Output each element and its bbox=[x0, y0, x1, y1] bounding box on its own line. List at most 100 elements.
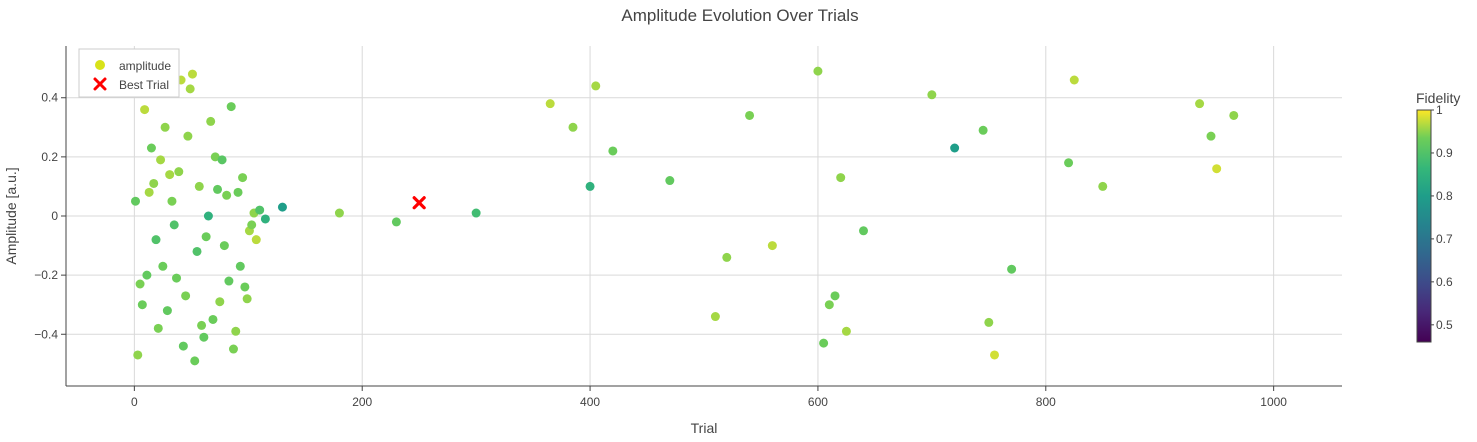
data-point bbox=[233, 187, 243, 197]
data-point bbox=[391, 217, 401, 227]
x-tick-label: 0 bbox=[131, 395, 138, 409]
data-point bbox=[984, 317, 994, 327]
data-point bbox=[1206, 131, 1216, 141]
data-point bbox=[830, 291, 840, 301]
data-point bbox=[172, 273, 182, 283]
y-tick-label: 0 bbox=[51, 209, 58, 223]
data-point bbox=[199, 332, 209, 342]
data-point bbox=[140, 105, 150, 115]
data-point bbox=[1195, 99, 1205, 109]
legend-marker-amplitude bbox=[95, 60, 105, 70]
data-point bbox=[722, 252, 732, 262]
colorbar-tick-label: 0.9 bbox=[1436, 146, 1453, 160]
data-point bbox=[185, 84, 195, 94]
data-point bbox=[251, 235, 261, 245]
x-tick-label: 200 bbox=[352, 395, 372, 409]
data-point bbox=[710, 312, 720, 322]
data-point bbox=[178, 341, 188, 351]
data-point bbox=[192, 246, 202, 256]
data-point bbox=[210, 152, 220, 162]
y-tick-label: 0.2 bbox=[41, 150, 58, 164]
data-point bbox=[819, 338, 829, 348]
y-tick-label: −0.2 bbox=[34, 268, 58, 282]
data-point bbox=[1069, 75, 1079, 85]
data-point bbox=[213, 184, 223, 194]
data-point bbox=[990, 350, 1000, 360]
data-point bbox=[591, 81, 601, 91]
axes: 0 200 400 600 800 1000 −0.4 −0.2 0 0.2 0.4 bbox=[34, 46, 1342, 409]
data-point bbox=[242, 294, 252, 304]
data-point bbox=[194, 181, 204, 191]
data-point bbox=[133, 350, 143, 360]
data-point bbox=[142, 270, 152, 280]
colorbar-tick-label: 0.7 bbox=[1436, 232, 1453, 246]
data-point bbox=[187, 69, 197, 79]
data-point bbox=[1064, 158, 1074, 168]
data-point bbox=[247, 220, 257, 230]
data-point bbox=[813, 66, 823, 76]
chart-title: Amplitude Evolution Over Trials bbox=[621, 6, 858, 25]
legend-label-amplitude: amplitude bbox=[119, 59, 171, 73]
data-point bbox=[767, 241, 777, 251]
data-point bbox=[174, 167, 184, 177]
data-point bbox=[585, 181, 595, 191]
y-tick-label: 0.4 bbox=[41, 91, 58, 105]
x-tick-label: 600 bbox=[808, 395, 828, 409]
data-point bbox=[169, 220, 179, 230]
colorbar-tick-label: 0.6 bbox=[1436, 275, 1453, 289]
y-axis-title: Amplitude [a.u.] bbox=[3, 167, 19, 264]
data-point bbox=[950, 143, 960, 153]
data-point bbox=[215, 297, 225, 307]
grid bbox=[66, 46, 1342, 386]
data-point bbox=[334, 208, 344, 218]
data-point bbox=[927, 90, 937, 100]
data-point bbox=[149, 178, 159, 188]
legend: amplitude Best Trial bbox=[78, 48, 180, 98]
data-point bbox=[545, 99, 555, 109]
colorbar-tick-label: 0.5 bbox=[1436, 318, 1453, 332]
x-tick-label: 1000 bbox=[1260, 395, 1287, 409]
data-point bbox=[1212, 164, 1222, 174]
data-point bbox=[151, 235, 161, 245]
data-point bbox=[238, 173, 248, 183]
data-point bbox=[197, 320, 207, 330]
data-point bbox=[836, 173, 846, 183]
data-point bbox=[608, 146, 618, 156]
data-point bbox=[158, 261, 168, 271]
data-point bbox=[978, 125, 988, 135]
data-point bbox=[206, 116, 216, 126]
colorbar: Fidelity 0.5 0.6 0.7 0.8 0.9 1 bbox=[1416, 90, 1460, 343]
data-point bbox=[1098, 181, 1108, 191]
data-point bbox=[231, 326, 241, 336]
data-point bbox=[568, 122, 578, 132]
legend-marker-best-trial bbox=[93, 77, 107, 91]
data-point bbox=[153, 323, 163, 333]
data-point bbox=[201, 232, 211, 242]
data-point bbox=[156, 155, 166, 165]
data-point bbox=[841, 326, 851, 336]
data-point bbox=[219, 241, 229, 251]
data-point bbox=[203, 211, 213, 221]
data-point bbox=[130, 196, 140, 206]
data-point bbox=[665, 176, 675, 186]
data-point bbox=[471, 208, 481, 218]
x-tick-label: 400 bbox=[580, 395, 600, 409]
x-tick-label: 800 bbox=[1036, 395, 1056, 409]
data-point bbox=[745, 110, 755, 120]
data-point bbox=[859, 226, 868, 236]
data-point bbox=[208, 314, 218, 324]
data-point bbox=[144, 187, 154, 197]
data-point bbox=[228, 344, 238, 354]
x-axis-title: Trial bbox=[691, 420, 718, 436]
colorbar-ticks: 0.5 0.6 0.7 0.8 0.9 1 bbox=[1431, 103, 1453, 332]
colorbar-title: Fidelity bbox=[1416, 90, 1460, 106]
data-point bbox=[162, 306, 172, 316]
legend-label-best-trial: Best Trial bbox=[119, 78, 169, 92]
data-point bbox=[1229, 110, 1239, 120]
data-point bbox=[167, 196, 177, 206]
data-point bbox=[165, 170, 175, 180]
data-point bbox=[181, 291, 191, 301]
data-point bbox=[146, 143, 156, 153]
data-point bbox=[255, 205, 265, 215]
